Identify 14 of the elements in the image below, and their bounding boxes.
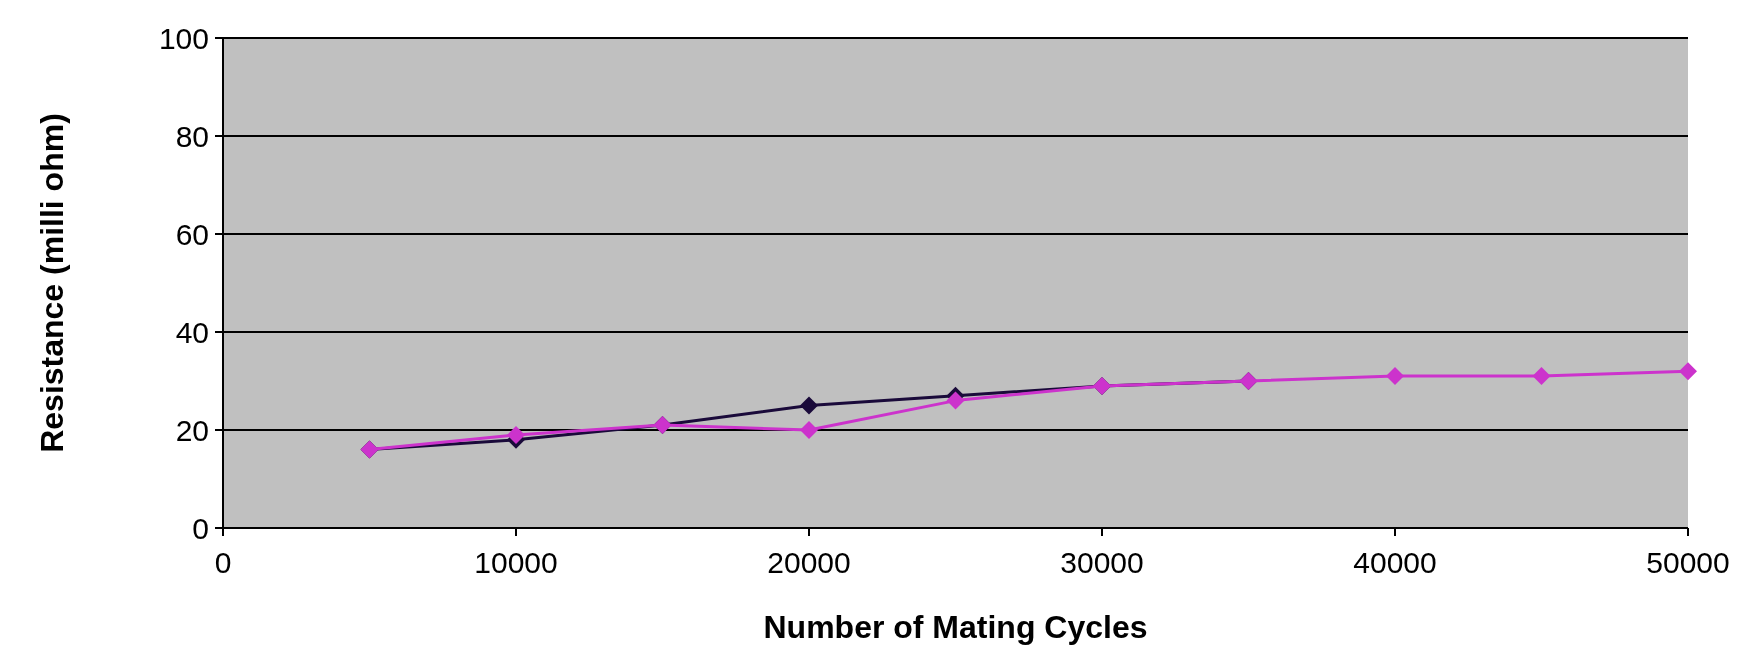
- y-tick-label: 100: [158, 21, 209, 55]
- x-tick-label: 40000: [1353, 546, 1437, 579]
- x-tick-label: 50000: [1646, 546, 1730, 579]
- y-tick-label: 60: [175, 217, 209, 251]
- y-axis-title: Resistance (milli ohm): [34, 113, 70, 453]
- x-tick-label: 0: [214, 546, 232, 579]
- y-tick-label: 0: [192, 511, 209, 545]
- x-tick-label: 20000: [767, 546, 851, 579]
- x-axis-title: Number of Mating Cycles: [763, 609, 1148, 645]
- y-tick-label: 40: [175, 315, 209, 349]
- x-tick-label: 10000: [474, 546, 558, 579]
- y-tick-label: 80: [175, 119, 209, 153]
- x-tick-label: 30000: [1060, 546, 1144, 579]
- y-tick-label: 20: [175, 413, 209, 447]
